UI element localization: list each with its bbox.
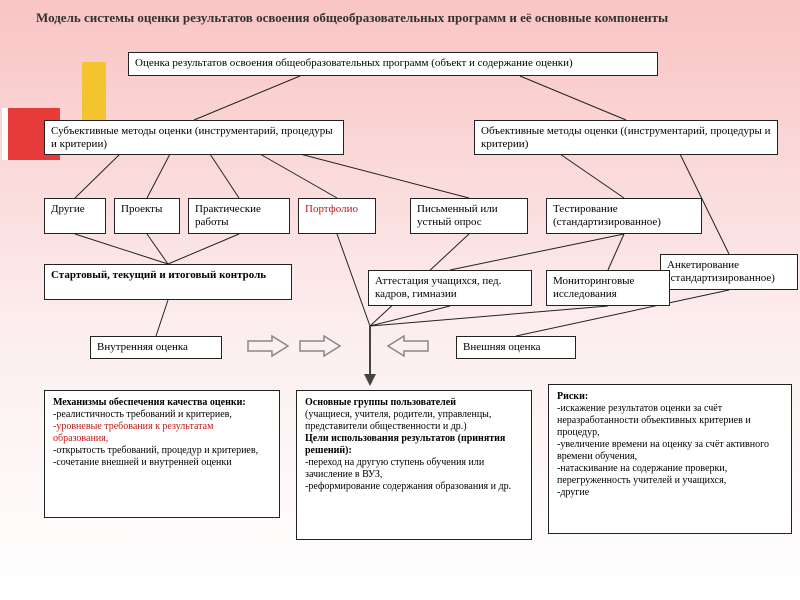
node-objective: Объективные методы оценки ((инструментар…	[474, 120, 778, 155]
node-control: Стартовый, текущий и итоговый контроль	[44, 264, 292, 300]
bottom-users: Основные группы пользователей(учащиеся, …	[296, 390, 532, 540]
page-title: Модель системы оценки результатов освоен…	[36, 10, 796, 26]
node-monitor: Мониторинговые исследования	[546, 270, 670, 306]
node-rootEval: Оценка результатов освоения общеобразова…	[128, 52, 658, 76]
node-subjective: Субъективные методы оценки (инструментар…	[44, 120, 344, 155]
node-others: Другие	[44, 198, 106, 234]
node-internal: Внутренняя оценка	[90, 336, 222, 359]
node-portfolio: Портфолио	[298, 198, 376, 234]
bottom-risks: Риски:-искажение результатов оценки за с…	[548, 384, 792, 534]
bottom-mechanisms: Механизмы обеспечения качества оценки:-р…	[44, 390, 280, 518]
node-question: Анкетирование (стандартизированное)	[660, 254, 798, 290]
node-practical: Практические работы	[188, 198, 290, 234]
node-attest: Аттестация учащихся, пед. кадров, гимназ…	[368, 270, 532, 306]
node-external: Внешняя оценка	[456, 336, 576, 359]
node-survey: Письменный или устный опрос	[410, 198, 528, 234]
node-testing: Тестирование (стандартизированное)	[546, 198, 702, 234]
node-projects: Проекты	[114, 198, 180, 234]
